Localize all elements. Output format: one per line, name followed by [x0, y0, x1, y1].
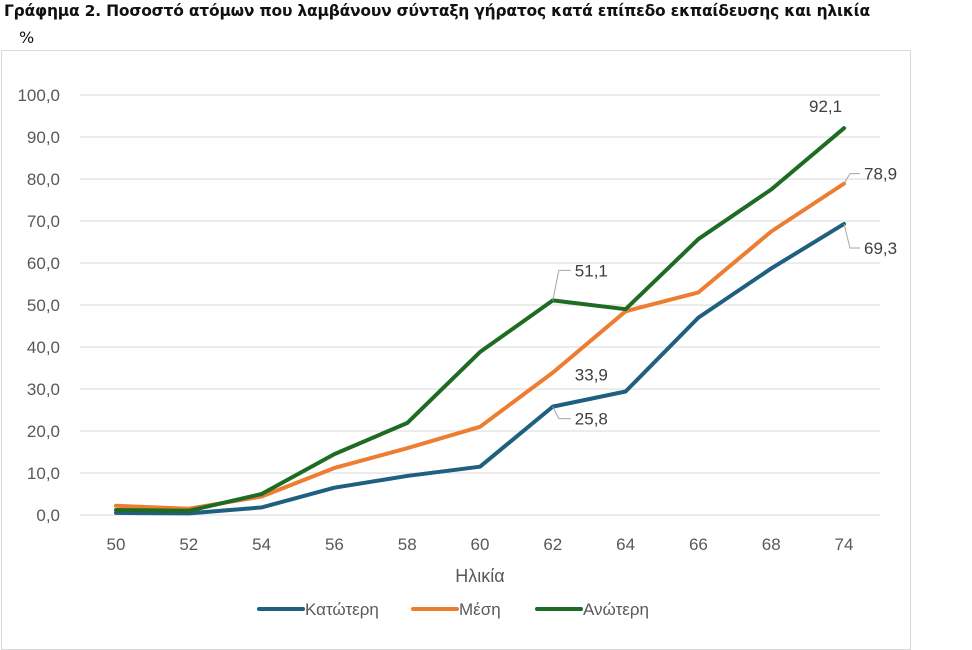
data-label-leader	[552, 406, 571, 420]
y-tick-label: 70,0	[27, 212, 60, 231]
x-tick-label: 74	[835, 535, 854, 554]
unit-label: %	[19, 28, 35, 47]
series-lines	[114, 126, 846, 516]
data-label: 69,3	[864, 239, 897, 258]
legend-label: Μέση	[459, 600, 501, 619]
y-tick-label: 20,0	[27, 422, 60, 441]
y-tick-label: 50,0	[27, 296, 60, 315]
x-tick-label: 56	[325, 535, 344, 554]
y-tick-label: 40,0	[27, 338, 60, 357]
x-tick-label: 62	[543, 535, 562, 554]
y-tick-label: 0,0	[36, 506, 60, 525]
x-tick-label: 54	[252, 535, 271, 554]
x-axis-title: Ηλικία	[455, 566, 504, 586]
data-labels: 25,8 69,3 33,9 78,9 51,1 92,1	[552, 97, 897, 429]
x-tick-label: 50	[107, 535, 126, 554]
data-label: 92,1	[809, 97, 842, 116]
x-tick-label: 66	[689, 535, 708, 554]
series-line-Κατώτερη	[114, 221, 846, 516]
x-tick-label: 58	[398, 535, 417, 554]
gridlines	[80, 94, 880, 516]
x-axis-ticks: 50 52 54 56 58 60 62 64 66 68 74	[107, 535, 854, 554]
y-axis-ticks: 0,0 10,0 20,0 30,0 40,0 50,0 60,0 70,0 80,0 90,0 1…	[17, 86, 60, 525]
data-label-leader	[843, 173, 860, 184]
y-tick-label: 100,0	[17, 86, 60, 105]
data-label-leader	[843, 223, 860, 249]
series-line-Ανώτερη	[114, 126, 846, 513]
y-tick-label: 30,0	[27, 380, 60, 399]
y-tick-label: 90,0	[27, 128, 60, 147]
x-tick-label: 60	[471, 535, 490, 554]
series-line-Μέση	[114, 181, 846, 511]
x-tick-label: 52	[179, 535, 198, 554]
data-label: 33,9	[575, 366, 608, 385]
x-tick-label: 64	[616, 535, 635, 554]
legend: Κατώτερη Μέση Ανώτερη	[257, 600, 649, 619]
data-label-leader	[552, 269, 571, 301]
chart-title: Γράφημα 2. Ποσοστό ατόμων που λαμβάνουν …	[4, 2, 870, 20]
data-label: 25,8	[575, 410, 608, 429]
y-tick-label: 80,0	[27, 170, 60, 189]
data-label: 51,1	[575, 261, 608, 280]
y-tick-label: 60,0	[27, 254, 60, 273]
data-label: 78,9	[864, 165, 897, 184]
legend-label: Κατώτερη	[305, 600, 379, 619]
legend-label: Ανώτερη	[583, 600, 649, 619]
x-tick-label: 68	[762, 535, 781, 554]
y-tick-label: 10,0	[27, 464, 60, 483]
